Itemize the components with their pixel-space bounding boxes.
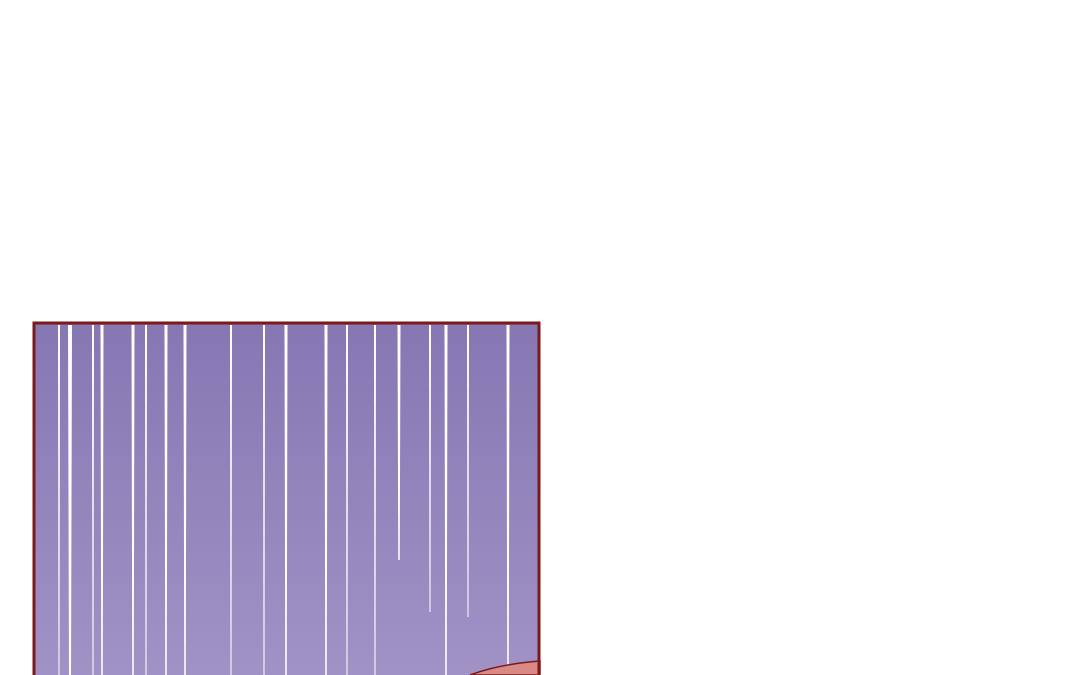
panel-border <box>32 321 541 675</box>
speed-line <box>58 325 60 675</box>
speed-lines <box>58 325 510 675</box>
speed-line <box>68 325 72 675</box>
comic-panel <box>32 321 541 675</box>
speed-line <box>284 325 288 675</box>
speed-line <box>444 325 448 675</box>
speed-line <box>263 325 265 675</box>
speed-line <box>397 325 401 560</box>
speed-line <box>92 325 94 675</box>
speed-line <box>346 325 348 675</box>
speed-line <box>429 325 431 612</box>
speed-line <box>467 325 469 617</box>
speed-line <box>374 325 376 675</box>
speed-line <box>164 325 168 675</box>
speed-line <box>506 325 510 675</box>
speed-line <box>100 325 104 675</box>
speed-line <box>324 325 328 675</box>
speed-line <box>145 325 147 675</box>
speed-line <box>131 325 135 675</box>
speed-line <box>230 325 232 675</box>
speed-line <box>183 325 187 675</box>
